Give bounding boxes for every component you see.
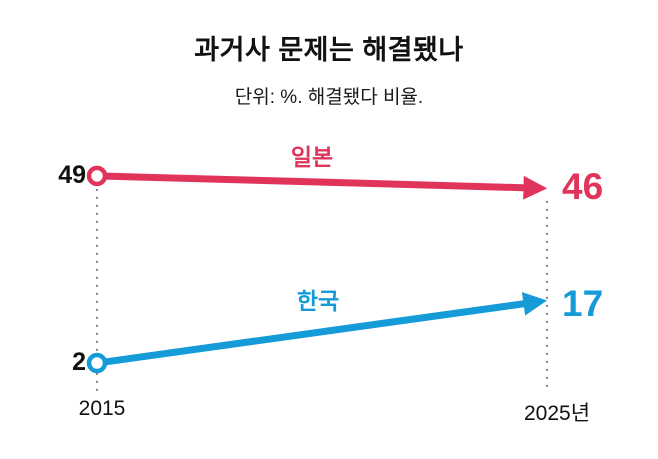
value-label-japan-2015: 49 — [58, 161, 86, 189]
series-start-dot-japan — [86, 165, 108, 187]
x-tick-2015: 2015 — [78, 397, 126, 420]
value-label-korea-2025: 17 — [562, 283, 604, 324]
series-label-korea: 한국 — [296, 288, 340, 314]
chart-title: 과거사 문제는 해결됐나 — [194, 35, 464, 65]
series-line-korea — [96, 292, 548, 367]
series-label-japan: 일본 — [290, 144, 334, 170]
x-tick-2025: 2025년 — [523, 402, 591, 425]
series-line-japan — [96, 172, 548, 200]
series-start-dot-korea — [86, 352, 108, 374]
chart-subtitle: 단위: %. 해결됐다 비율. — [234, 87, 424, 108]
value-label-japan-2025: 46 — [562, 166, 604, 207]
value-label-korea-2015: 2 — [72, 348, 86, 376]
